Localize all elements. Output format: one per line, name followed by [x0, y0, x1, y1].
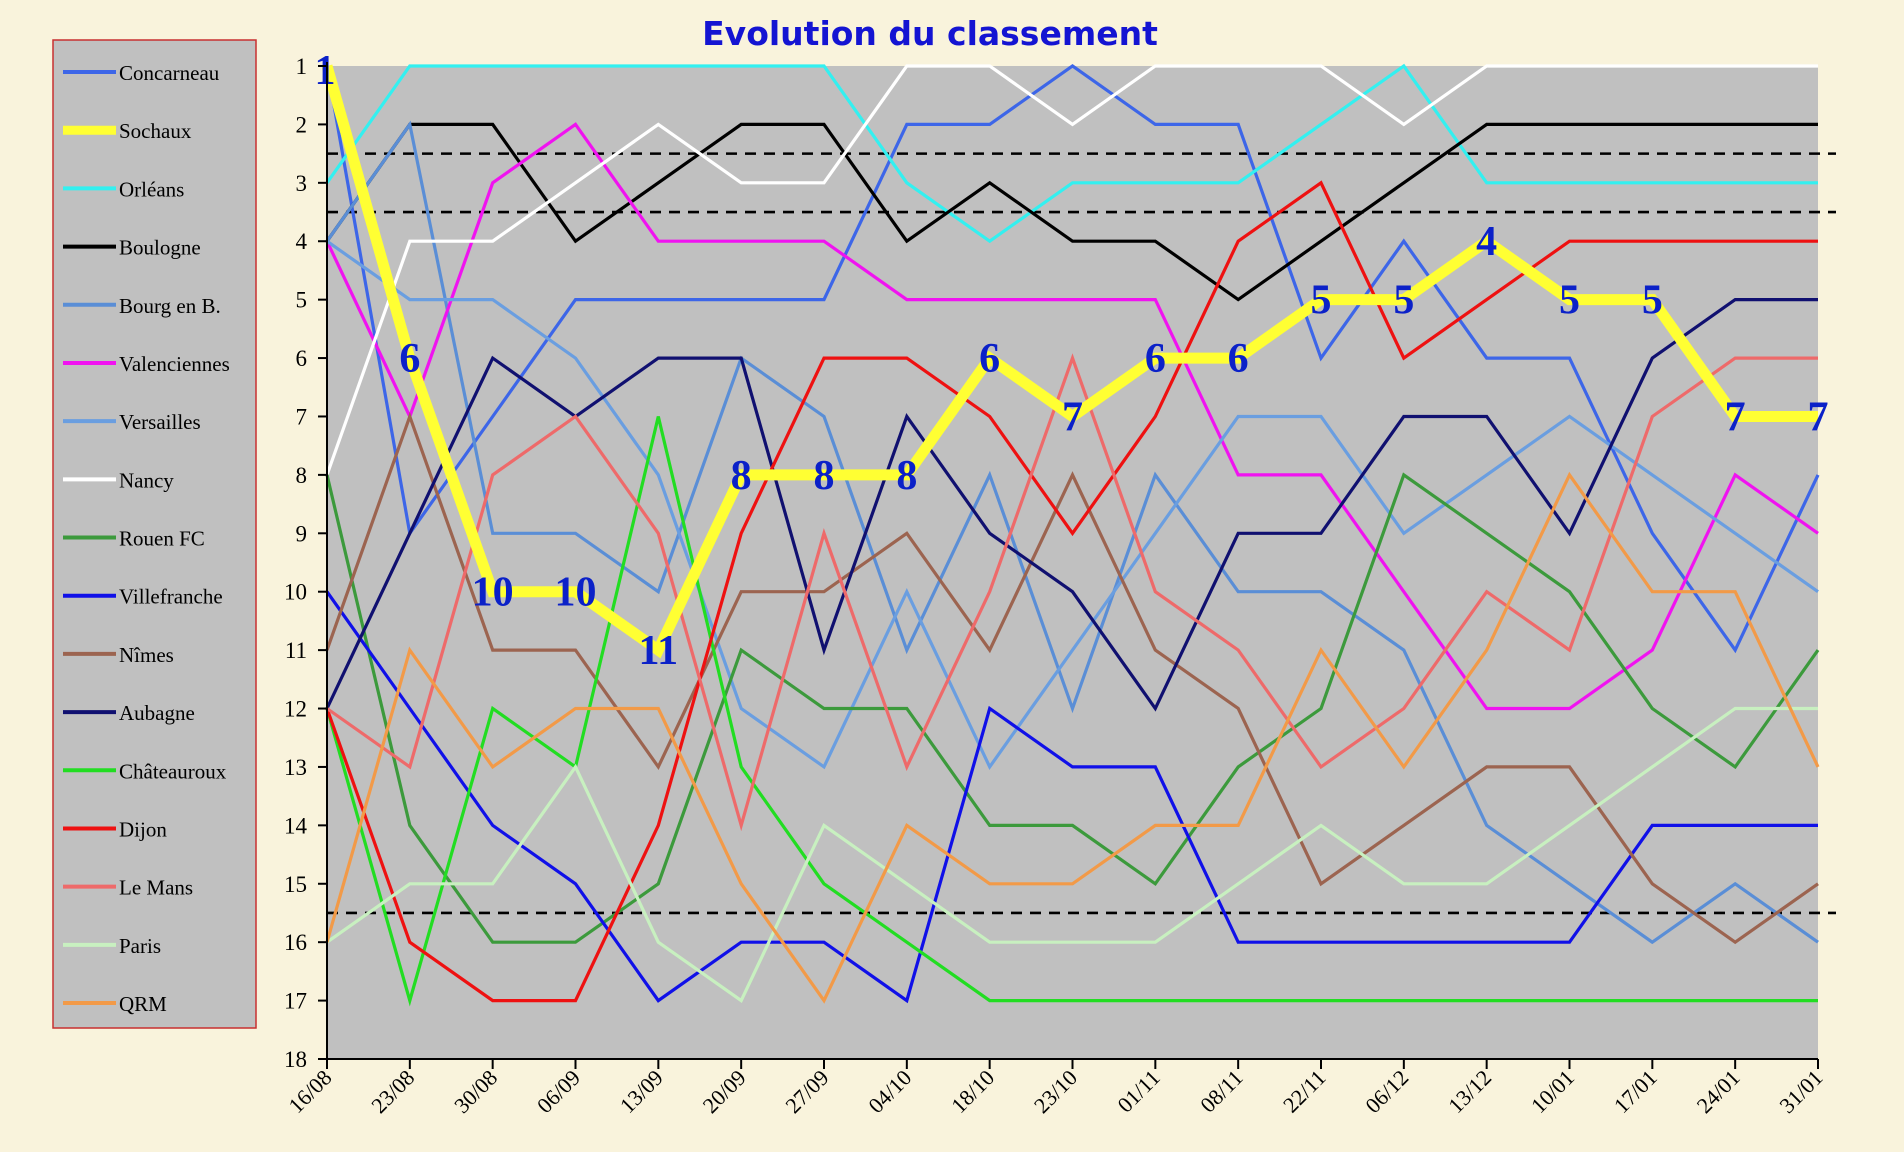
legend-item-label: Châteauroux — [119, 759, 227, 783]
data-label: 5 — [1642, 278, 1663, 324]
y-tick-label: 9 — [296, 521, 308, 546]
data-label: 8 — [731, 453, 752, 499]
data-label: 7 — [1062, 394, 1083, 440]
x-tick-label: 31/01 — [1774, 1065, 1827, 1118]
series-line-orleans — [325, 63, 1818, 244]
series-line-sochaux — [321, 64, 1818, 659]
legend-item-label: Nîmes — [119, 643, 174, 667]
data-label: 5 — [1559, 278, 1580, 324]
x-tick-label: 08/11 — [1195, 1065, 1248, 1118]
legend-item-label: Bourg en B. — [119, 294, 221, 318]
plot-area — [327, 66, 1818, 1059]
x-tick-label: 17/01 — [1609, 1065, 1662, 1118]
y-tick-label: 10 — [284, 580, 307, 605]
x-tick-label: 24/01 — [1692, 1065, 1745, 1118]
x-tick-label: 06/12 — [1360, 1065, 1413, 1118]
y-tick-label: 1 — [296, 54, 308, 79]
data-label: 6 — [399, 336, 420, 382]
data-label: 4 — [1476, 219, 1497, 265]
y-tick-label: 15 — [284, 872, 307, 897]
data-label: 7 — [1725, 394, 1746, 440]
series-line-boulogne — [325, 122, 1818, 302]
legend — [52, 39, 257, 1029]
legend-item-label: Valenciennes — [119, 352, 230, 376]
y-tick-label: 6 — [296, 346, 308, 371]
data-label: 6 — [1145, 336, 1166, 382]
x-tick-label: 18/10 — [946, 1065, 999, 1118]
data-label: 10 — [472, 570, 514, 616]
legend-item-label: Le Mans — [119, 876, 193, 900]
x-tick-label: 30/08 — [449, 1065, 502, 1118]
series-line-concarneau — [325, 64, 1820, 654]
series-line-villefranche — [325, 590, 1818, 1004]
data-label: 8 — [896, 453, 917, 499]
data-label: 5 — [1311, 278, 1332, 324]
data-label: 10 — [555, 570, 597, 616]
series-line-rouen-fc — [325, 472, 1820, 944]
data-label: 11 — [638, 628, 678, 674]
legend-item-label: Paris — [119, 934, 161, 958]
y-tick-label: 18 — [284, 1047, 307, 1072]
y-tick-label: 5 — [296, 288, 308, 313]
y-tick-label: 11 — [285, 638, 307, 663]
data-label: 1 — [315, 48, 336, 94]
series-line-dijon — [325, 180, 1818, 1003]
x-tick-label: 22/11 — [1278, 1065, 1331, 1118]
legend-item-label: QRM — [119, 992, 167, 1016]
data-label: 5 — [1393, 278, 1414, 324]
y-tick-label: 3 — [296, 171, 308, 196]
series-line-le-mans — [326, 353, 1818, 832]
legend-item-label: Sochaux — [119, 119, 192, 143]
x-tick-label: 06/09 — [532, 1065, 585, 1118]
x-tick-label: 13/12 — [1443, 1065, 1496, 1118]
x-tick-label: 10/01 — [1526, 1065, 1579, 1118]
x-tick-label: 23/08 — [366, 1065, 419, 1118]
series-line-qrm — [325, 471, 1820, 1004]
x-tick-label: 01/11 — [1112, 1065, 1165, 1118]
legend-item-label: Concarneau — [119, 61, 220, 85]
legend-item-label: Villefranche — [119, 585, 223, 609]
series-line-versailles — [326, 239, 1819, 771]
legend-item-label: Orléans — [119, 177, 184, 201]
data-label: 8 — [814, 453, 835, 499]
x-tick-label: 27/09 — [780, 1065, 833, 1118]
series-line-nancy — [325, 64, 1818, 476]
x-tick-label: 23/10 — [1029, 1065, 1082, 1118]
y-tick-label: 17 — [284, 989, 307, 1014]
series-line-bourg-en-b — [325, 120, 1819, 945]
x-tick-label: 16/08 — [283, 1065, 336, 1118]
y-tick-label: 16 — [284, 930, 307, 955]
x-tick-label: 04/10 — [863, 1065, 916, 1118]
y-tick-label: 4 — [296, 229, 308, 254]
x-tick-label: 13/09 — [615, 1065, 668, 1118]
y-tick-label: 13 — [284, 755, 307, 780]
legend-item-label: Nancy — [119, 468, 174, 492]
legend-item-label: Rouen FC — [119, 527, 205, 551]
y-tick-label: 7 — [296, 404, 308, 429]
data-label: 7 — [1808, 394, 1829, 440]
x-tick-label: 20/09 — [698, 1065, 751, 1118]
legend-item-label: Aubagne — [119, 701, 195, 725]
chart-title: Evolution du classement — [702, 14, 1158, 53]
y-tick-label: 14 — [284, 813, 308, 838]
series-line-paris — [326, 706, 1818, 1004]
series-line-nimes — [325, 411, 1819, 945]
y-tick-label: 12 — [284, 697, 307, 722]
data-label: 6 — [979, 336, 1000, 382]
legend-item-label: Dijon — [119, 817, 167, 841]
legend-item-label: Versailles — [119, 410, 201, 434]
data-label: 6 — [1228, 336, 1249, 382]
y-tick-label: 2 — [296, 112, 308, 137]
y-tick-label: 8 — [296, 463, 308, 488]
legend-item-label: Boulogne — [119, 236, 201, 260]
series-line-valenciennes — [325, 122, 1819, 711]
